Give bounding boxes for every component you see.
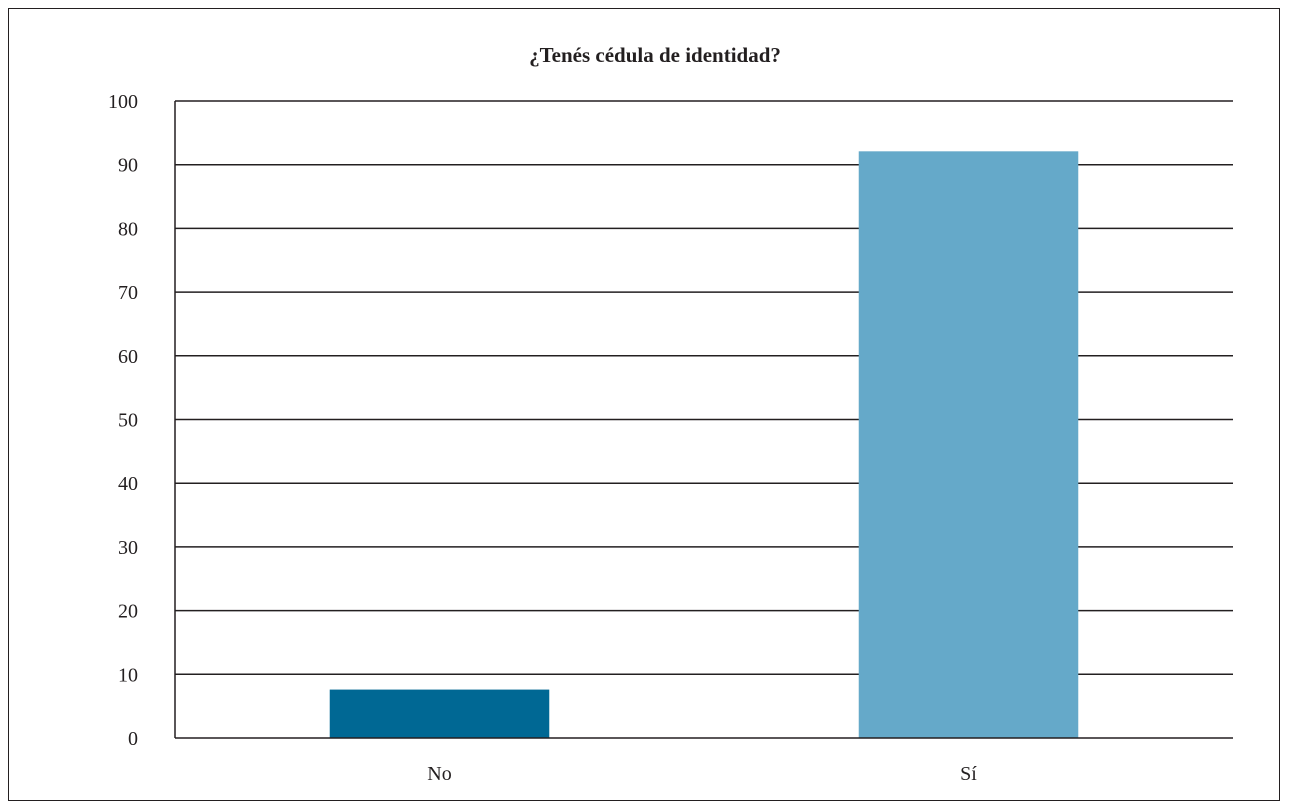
y-tick-label-80: 80	[118, 218, 138, 240]
axes	[174, 101, 1233, 739]
y-tick-label-100: 100	[108, 91, 138, 113]
x-tick-label-no: No	[427, 763, 451, 785]
bar-no	[329, 689, 550, 738]
bars	[329, 151, 1079, 738]
y-tick-label-60: 60	[118, 346, 138, 368]
y-tick-label-20: 20	[118, 601, 138, 623]
y-tick-label-30: 30	[118, 537, 138, 559]
x-tick-labels: No Sí	[427, 763, 977, 785]
chart-title: ¿Tenés cédula de identidad?	[529, 43, 781, 67]
x-tick-label-si: Sí	[960, 763, 977, 785]
y-tick-labels: 0 10 20 30 40 50 60 70 80 90 100	[108, 91, 138, 750]
y-tick-label-90: 90	[118, 155, 138, 177]
y-tick-label-40: 40	[118, 473, 138, 495]
y-tick-label-70: 70	[118, 282, 138, 304]
y-tick-label-0: 0	[128, 728, 138, 750]
bar-si	[858, 151, 1079, 738]
y-tick-label-10: 10	[118, 664, 138, 686]
y-tick-label-50: 50	[118, 410, 138, 432]
